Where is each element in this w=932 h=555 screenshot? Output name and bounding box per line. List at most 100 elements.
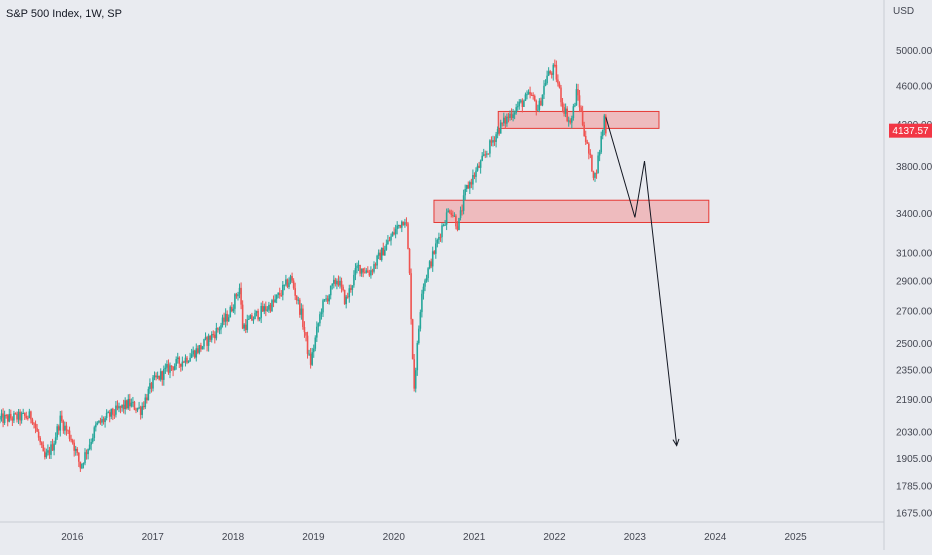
candle-body <box>567 120 570 122</box>
candle-body <box>95 424 97 428</box>
candle-body <box>404 222 406 226</box>
candle-body <box>388 240 391 242</box>
candle-body <box>122 404 125 410</box>
candle-body <box>588 143 590 154</box>
candle-body <box>133 401 136 410</box>
candle-body <box>54 437 57 444</box>
x-tick-label: 2016 <box>61 532 84 543</box>
candle-body <box>11 418 14 421</box>
candle-body <box>453 215 456 217</box>
candle-body <box>31 419 34 424</box>
candle-body <box>238 287 241 295</box>
candle-body <box>263 306 266 312</box>
candle-body <box>397 224 400 226</box>
candle-body <box>98 420 100 423</box>
candle-body <box>65 425 68 431</box>
candle-body <box>385 244 388 250</box>
candle-body <box>499 122 502 134</box>
candle-body <box>311 352 313 365</box>
candle-body <box>59 415 62 431</box>
candle-body <box>50 444 52 455</box>
candle-body <box>158 375 160 380</box>
candle-body <box>180 363 182 367</box>
candle-body <box>564 108 567 114</box>
candle-body <box>13 413 15 421</box>
candle-body <box>144 397 147 408</box>
y-tick-label: 3400.00 <box>896 209 932 220</box>
candle-body <box>119 406 122 408</box>
candle-body <box>351 285 354 290</box>
candle-body <box>598 152 601 156</box>
candle-body <box>243 324 245 329</box>
candle-body <box>258 317 261 320</box>
candle-body <box>289 276 292 283</box>
candle-body <box>209 335 211 340</box>
candle-body <box>152 377 154 389</box>
candle-body <box>56 426 58 438</box>
candle-body <box>234 294 236 309</box>
candle-body <box>30 411 32 420</box>
candle-body <box>226 313 228 322</box>
candle-body <box>396 225 398 230</box>
candle-body <box>169 365 171 373</box>
candle-body <box>96 422 99 425</box>
candle-body <box>452 214 454 216</box>
candle-body <box>172 366 174 371</box>
candle-body <box>47 450 49 453</box>
candle-body <box>438 237 440 240</box>
candle-body <box>407 223 409 249</box>
candle-body <box>462 195 465 211</box>
candle-body <box>325 298 327 300</box>
candle-body <box>220 325 222 330</box>
candle-body <box>563 107 565 114</box>
candle-body <box>343 290 346 305</box>
candle-body <box>210 334 213 340</box>
candle-body <box>244 324 247 331</box>
candle-body <box>444 224 446 226</box>
candle-body <box>254 312 256 320</box>
candle-body <box>135 409 137 411</box>
candle-body <box>39 437 41 443</box>
candle-body <box>507 116 510 118</box>
candle-body <box>204 337 207 340</box>
candle-body <box>537 109 539 111</box>
candle-body <box>139 407 142 415</box>
candle-body <box>455 215 457 227</box>
candle-body <box>416 343 419 371</box>
candle-body <box>382 247 385 256</box>
candle-body <box>365 270 368 273</box>
candle-body <box>558 83 561 88</box>
candle-body <box>334 279 337 285</box>
candle-body <box>248 318 250 320</box>
candle-body <box>345 296 347 305</box>
candle-body <box>546 75 548 84</box>
candle-body <box>37 431 40 438</box>
candle-body <box>57 426 60 431</box>
candle-body <box>442 225 445 227</box>
candle-body <box>603 115 606 130</box>
candle-body <box>153 375 156 378</box>
candle-body <box>312 348 315 353</box>
candle-body <box>448 210 451 213</box>
candle-body <box>368 272 371 276</box>
candle-body <box>524 94 527 101</box>
candle-body <box>356 265 358 269</box>
candle-body <box>149 383 151 390</box>
candle-body <box>550 73 553 75</box>
candle-body <box>291 276 293 281</box>
candle-body <box>492 140 494 143</box>
candle-body <box>489 140 491 154</box>
candle-body <box>373 264 375 272</box>
candle-body <box>374 264 377 266</box>
candle-body <box>414 370 417 389</box>
candle-body <box>342 286 344 291</box>
chart-title: S&P 500 Index, 1W, SP <box>6 8 122 20</box>
candle-body <box>410 273 412 320</box>
candle-body <box>161 371 164 380</box>
candle-body <box>51 444 54 451</box>
candle-body <box>166 364 168 368</box>
candle-body <box>459 210 462 218</box>
candle-body <box>600 136 602 153</box>
